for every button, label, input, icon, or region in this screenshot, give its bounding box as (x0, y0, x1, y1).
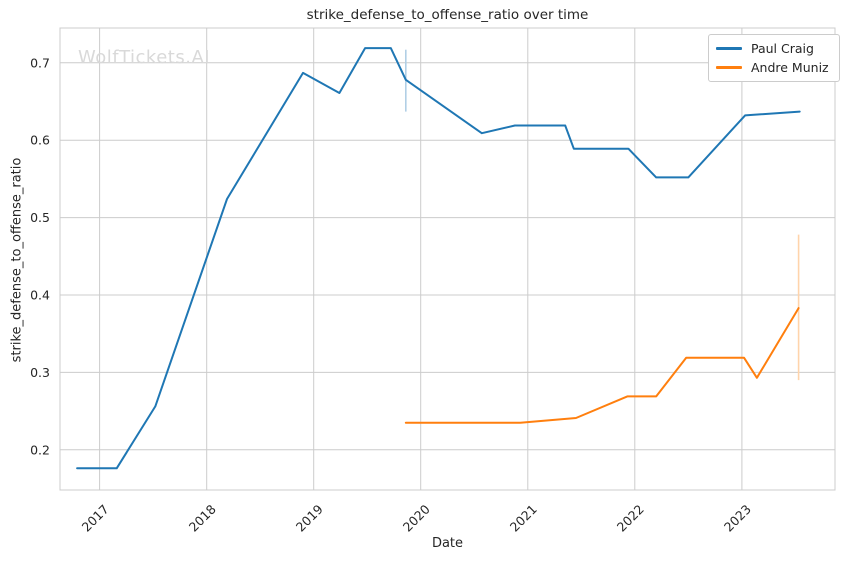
y-tick-label: 0.2 (30, 442, 50, 457)
x-axis-label: Date (431, 536, 464, 551)
x-tick-label: 2018 (186, 501, 219, 534)
x-tick-label: 2019 (293, 501, 326, 534)
x-tick-label: 2023 (721, 502, 754, 535)
x-tick-label: 2021 (507, 502, 540, 535)
legend-item-paul-craig: Paul Craig (716, 41, 829, 56)
y-tick-label: 0.5 (30, 210, 50, 225)
x-tick-label: 2017 (79, 502, 112, 535)
y-tick-label: 0.6 (30, 133, 50, 148)
y-tick-label: 0.3 (30, 365, 50, 380)
y-axis-label: strike_defense_to_offense_ratio (9, 157, 25, 363)
y-tick-label: 0.7 (30, 55, 50, 70)
series-line-andre-muniz (404, 307, 800, 424)
x-tick-label: 2020 (400, 501, 433, 534)
chart-title: strike_defense_to_offense_ratio over tim… (306, 7, 589, 23)
legend: Paul Craig Andre Muniz (708, 34, 840, 82)
legend-item-andre-muniz: Andre Muniz (716, 60, 829, 75)
legend-line-sample-paul-craig (716, 47, 742, 50)
legend-label-paul-craig: Paul Craig (751, 41, 814, 56)
legend-line-sample-andre-muniz (716, 66, 742, 69)
y-tick-label: 0.4 (30, 288, 50, 303)
plot-border (59, 27, 836, 491)
legend-label-andre-muniz: Andre Muniz (751, 60, 829, 75)
watermark: WolfTickets.AI (78, 47, 211, 68)
series-line-paul-craig (76, 47, 801, 470)
x-tick-label: 2022 (614, 502, 647, 535)
